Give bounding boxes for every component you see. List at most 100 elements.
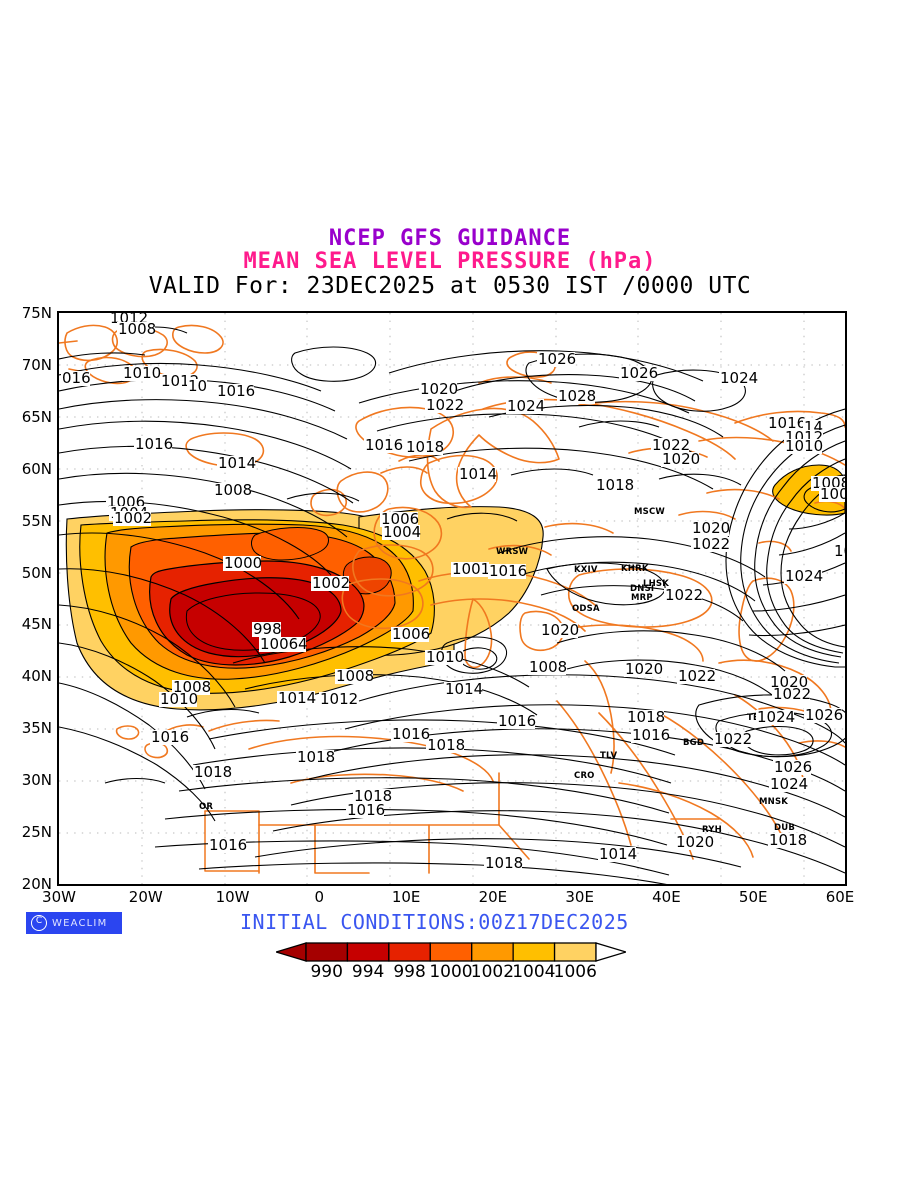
contour-label: 10 <box>834 542 845 560</box>
contour-label-bg <box>691 521 729 536</box>
contour-label-bg <box>113 511 151 526</box>
page-subtitle: MEAN SEA LEVEL PRESSURE (hPa) <box>243 249 657 275</box>
contour-label: 1028 <box>558 387 596 405</box>
contour-label-bg <box>382 525 420 540</box>
contour-label-bg <box>804 708 842 723</box>
city-label-odsa: ODSA <box>572 604 600 614</box>
colorbar-low-arrow <box>276 942 307 962</box>
contour-label-bg <box>259 637 306 652</box>
colorbar-swatch-998[interactable] <box>388 942 431 962</box>
colorbar-tick-998: 998 <box>393 962 426 982</box>
contour-label: 1018 <box>406 438 444 456</box>
contour-label-bg <box>631 728 669 743</box>
colorbar-swatch-990[interactable] <box>305 942 349 962</box>
contour-label: 998 <box>253 620 282 638</box>
lon-tick-30E: 30E <box>565 888 594 906</box>
contour-label: 1018 <box>297 748 335 766</box>
contour-label-bg <box>451 562 489 577</box>
contour-label-bg <box>691 537 729 552</box>
contour-label-bg <box>364 438 402 453</box>
contour-label-bg <box>213 483 251 498</box>
contour-label: 1010 <box>123 364 161 382</box>
contour-label: 1006 <box>392 625 430 643</box>
contour-label-bg <box>391 727 429 742</box>
contour-label-bg <box>661 452 699 467</box>
contour-label: 1024 <box>720 369 758 387</box>
contour-label-bg <box>756 710 794 725</box>
contour-label-bg <box>426 738 464 753</box>
contour-label-bg <box>187 379 207 394</box>
lat-tick-50N: 50N <box>21 563 52 582</box>
contour-label: 1004 <box>383 523 421 541</box>
colorbar-tick-994: 994 <box>351 962 385 982</box>
lon-tick-60E: 60E <box>825 888 855 906</box>
lat-tick-20N: 20N <box>21 875 52 893</box>
city-label-kxiv: KXIV <box>574 565 598 575</box>
contour-label-bg <box>311 576 349 591</box>
lon-tick-0: 0 <box>314 888 325 906</box>
contour-label: 1016 <box>209 836 247 854</box>
contour-label-bg <box>772 687 810 702</box>
city-label-dnsi: DNSI <box>630 584 654 594</box>
contour-label-bg <box>405 440 443 455</box>
contour-label: 1001 <box>452 560 490 578</box>
contour-label: 1020 <box>420 380 458 398</box>
contour-label: 1026 <box>620 364 658 382</box>
contour-label-bg <box>296 750 334 765</box>
contour-label-bg <box>769 675 807 690</box>
city-label-khrk: KHRK <box>621 564 649 574</box>
contour-label-bg <box>619 366 657 381</box>
city-label-lhsk: LHSK <box>643 579 669 589</box>
contour-label: 1014 <box>599 845 637 863</box>
colorbar-swatch-1004[interactable] <box>512 942 556 962</box>
contour-label-bg <box>497 714 535 729</box>
contour-label-bg <box>819 487 845 502</box>
colorbar-tick-labels: 990 994 998 1000 1002 1004 1006 <box>276 962 636 982</box>
contour-label-bg <box>768 833 806 848</box>
filled-pressure-regions <box>65 506 544 711</box>
lon-tick-10E: 10E <box>391 888 421 906</box>
contour-label-bg <box>557 389 595 404</box>
contour-label: 1006 <box>381 510 419 528</box>
contour-label: 1018 <box>627 708 665 726</box>
contour-label: 1008 <box>336 667 374 685</box>
contour-label: 1010 <box>160 690 198 708</box>
lat-tick-75N: 75N <box>21 304 52 322</box>
city-label-mscw: MSCW <box>634 507 665 517</box>
contour-label-bg <box>122 366 160 381</box>
contour-label-bg <box>484 856 522 871</box>
lon-tick-40E: 40E <box>652 888 681 906</box>
pressure-colorbar[interactable] <box>276 940 626 964</box>
contour-label: 1020 <box>692 519 730 537</box>
colorbar-swatch-1000[interactable] <box>429 942 473 962</box>
contour-label: 1000 <box>224 554 262 572</box>
lat-tick-25N: 25N <box>21 823 52 842</box>
contour-label: 10064 <box>260 635 308 653</box>
contour-label: 1022 <box>773 685 811 703</box>
contour-label: 1018 <box>596 476 634 494</box>
lat-tick-55N: 55N <box>21 511 52 530</box>
contour-label-bg <box>488 564 526 579</box>
colorbar-swatch-1002[interactable] <box>471 942 514 962</box>
contour-label-bg <box>458 467 496 482</box>
contour-label-bg <box>208 838 246 853</box>
contour-label: 016 <box>62 369 91 387</box>
colorbar-swatch-1006[interactable] <box>553 942 597 962</box>
contour-label: 1016 <box>498 712 536 730</box>
contour-label: 1024 <box>507 397 545 415</box>
lon-tick-20W: 20W <box>128 888 163 906</box>
lon-tick-50E: 50E <box>738 888 768 906</box>
title-block: NCEP GFS GUIDANCE MEAN SEA LEVEL PRESSUR… <box>0 227 900 298</box>
contour-label-bg <box>767 416 805 431</box>
weaclim-logo: C WEACLIM <box>26 912 122 934</box>
contour-label: 1020 <box>676 833 714 851</box>
contour-label-bg <box>773 760 811 775</box>
city-label-bgd: BGD <box>683 738 704 748</box>
contour-label-bg <box>713 732 751 747</box>
colorbar-swatch-994[interactable] <box>346 942 390 962</box>
contour-label-bg <box>419 382 457 397</box>
map-canvas[interactable]: MSCW WRSW KXIV KHRK LHSK DNSI MRP ODSA TLV CRO BGD… <box>57 311 847 886</box>
contour-label-bg <box>277 691 315 706</box>
contour-label: 1024 <box>770 775 808 793</box>
